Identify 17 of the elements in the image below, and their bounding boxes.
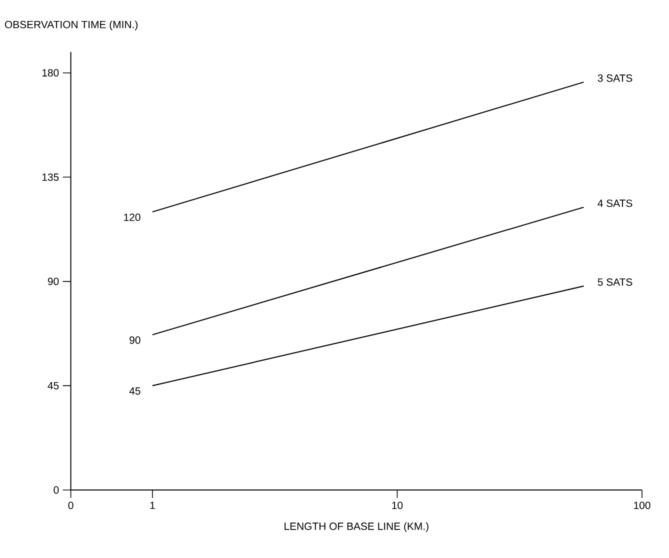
series-label: 3 SATS (598, 74, 632, 82)
x-tick-label: 0 (68, 502, 74, 510)
y-tick-label: 180 (42, 69, 59, 77)
x-axis-title: LENGTH OF BASE LINE (KM.) (284, 522, 428, 532)
series-label: 4 SATS (598, 200, 632, 207)
x-tick-label: 10 (392, 502, 403, 510)
y-tick-label: 0 (54, 486, 59, 494)
y-tick-label: 90 (48, 278, 59, 286)
annotation: 45 (129, 387, 140, 395)
y-tick-label: 135 (42, 173, 59, 181)
annotation: 90 (130, 336, 140, 344)
y-axis-title: OBSERVATION TIME (MIN.) (4, 20, 138, 30)
x-tick-label: 100 (634, 502, 650, 510)
y-tick-label: 45 (48, 382, 59, 390)
x-tick-label: 1 (150, 502, 155, 509)
series-label: 5 SATS (598, 278, 632, 286)
annotation: 120 (124, 214, 140, 221)
